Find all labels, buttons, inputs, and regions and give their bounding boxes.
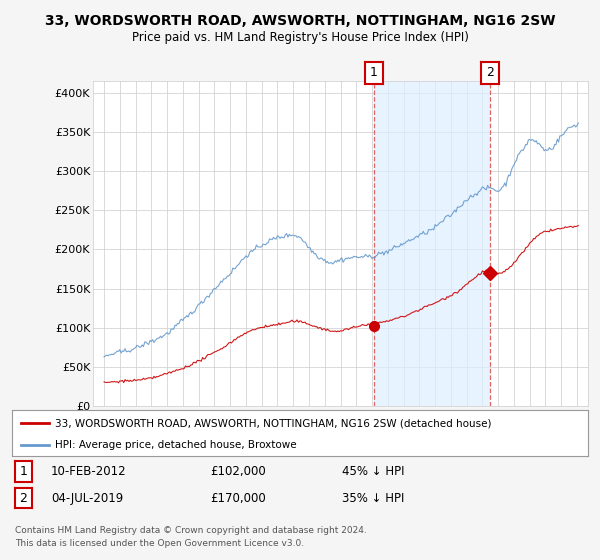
Text: 35% ↓ HPI: 35% ↓ HPI	[342, 492, 404, 505]
Text: HPI: Average price, detached house, Broxtowe: HPI: Average price, detached house, Brox…	[55, 440, 297, 450]
Text: This data is licensed under the Open Government Licence v3.0.: This data is licensed under the Open Gov…	[15, 539, 304, 548]
Text: 33, WORDSWORTH ROAD, AWSWORTH, NOTTINGHAM, NG16 2SW: 33, WORDSWORTH ROAD, AWSWORTH, NOTTINGHA…	[45, 14, 555, 28]
Text: Price paid vs. HM Land Registry's House Price Index (HPI): Price paid vs. HM Land Registry's House …	[131, 31, 469, 44]
Text: 1: 1	[19, 465, 28, 478]
Text: 1: 1	[370, 66, 377, 80]
Text: 10-FEB-2012: 10-FEB-2012	[51, 465, 127, 478]
Text: Contains HM Land Registry data © Crown copyright and database right 2024.: Contains HM Land Registry data © Crown c…	[15, 526, 367, 535]
Text: 45% ↓ HPI: 45% ↓ HPI	[342, 465, 404, 478]
Text: 2: 2	[487, 66, 494, 80]
Text: 2: 2	[19, 492, 28, 505]
Text: 33, WORDSWORTH ROAD, AWSWORTH, NOTTINGHAM, NG16 2SW (detached house): 33, WORDSWORTH ROAD, AWSWORTH, NOTTINGHA…	[55, 418, 492, 428]
Text: 04-JUL-2019: 04-JUL-2019	[51, 492, 123, 505]
Bar	[374, 81, 490, 406]
Text: £170,000: £170,000	[210, 492, 266, 505]
Text: £102,000: £102,000	[210, 465, 266, 478]
